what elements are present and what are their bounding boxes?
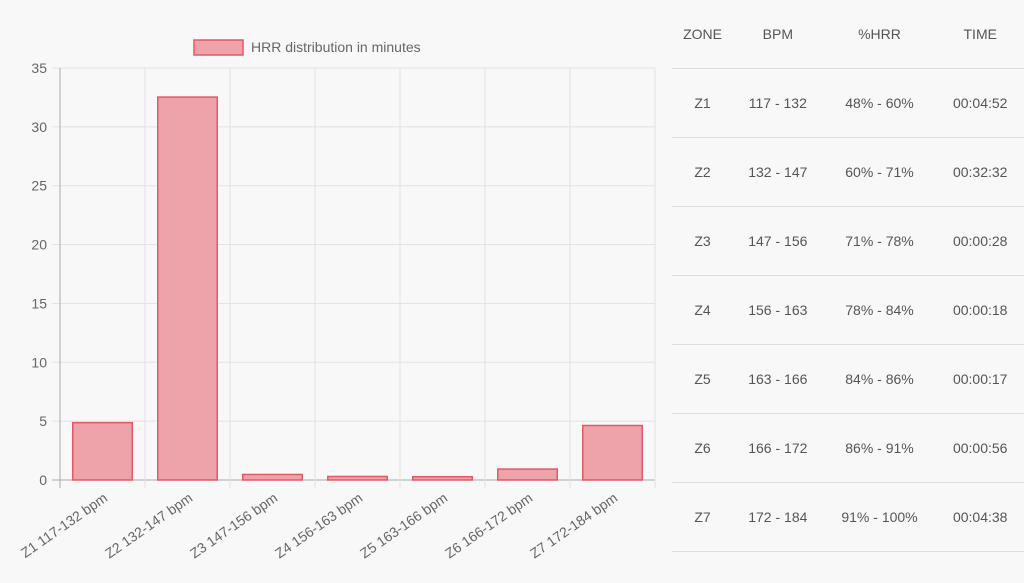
bar[interactable] [327,475,388,481]
y-tick-label: 15 [31,295,47,311]
chart-legend[interactable]: HRR distribution in minutes [193,39,421,56]
bar[interactable] [242,473,303,481]
y-tick-label: 20 [31,237,47,253]
cell-bpm: 132 - 147 [733,137,823,207]
bars [72,96,643,481]
cell-zone: Z2 [672,137,734,207]
x-tick-label: Z1 117-132 bpm [18,489,110,560]
cell-hrr: 84% - 86% [822,344,937,414]
legend-swatch [193,39,244,56]
cell-hrr: 60% - 71% [822,137,937,207]
bar[interactable] [497,468,558,481]
y-tick-label: 25 [31,178,47,194]
cell-bpm: 147 - 156 [733,206,823,276]
table-row: Z7 172 - 184 91% - 100% 00:04:38 [672,482,1024,552]
cell-hrr: 86% - 91% [822,413,937,483]
y-tick-label: 5 [39,413,47,429]
cell-hrr: 48% - 60% [822,68,937,138]
cell-bpm: 166 - 172 [733,413,823,483]
cell-bpm: 163 - 166 [733,344,823,414]
chart-grid [52,67,656,488]
cell-zone: Z7 [672,482,734,552]
cell-zone: Z6 [672,413,734,483]
y-tick-label: 0 [39,472,47,488]
x-tick-label: Z6 166-172 bpm [442,489,535,561]
x-tick-label: Z5 163-166 bpm [357,489,450,561]
x-tick-label: Z7 172-184 bpm [527,489,620,561]
cell-time: 00:32:32 [936,137,1024,207]
cell-hrr: 78% - 84% [822,275,937,345]
cell-bpm: 172 - 184 [733,482,823,552]
cell-zone: Z5 [672,344,734,414]
cell-time: 00:00:56 [936,413,1024,483]
x-tick-label: Z3 147-156 bpm [187,489,280,561]
header-bpm: BPM [733,0,823,69]
table-row: Z5 163 - 166 84% - 86% 00:00:17 [672,344,1024,414]
cell-time: 00:00:28 [936,206,1024,276]
cell-bpm: 156 - 163 [733,275,823,345]
cell-time: 00:04:38 [936,482,1024,552]
y-axis: 0 5 10 15 20 25 30 35 [31,60,47,488]
cell-hrr: 71% - 78% [822,206,937,276]
cell-time: 00:00:17 [936,344,1024,414]
bar[interactable] [412,475,473,481]
table-header-row: ZONE BPM %HRR TIME [672,0,1024,69]
table-row: Z2 132 - 147 60% - 71% 00:32:32 [672,137,1024,207]
header-zone: ZONE [672,0,734,69]
y-tick-label: 10 [31,354,47,370]
table-row: Z3 147 - 156 71% - 78% 00:00:28 [672,206,1024,276]
table-row: Z6 166 - 172 86% - 91% 00:00:56 [672,413,1024,483]
bar[interactable] [582,424,643,481]
hrr-bar-chart: HRR distribution in minutes 0 5 10 15 20 25 30… [18,39,656,561]
header-hrr: %HRR [822,0,937,69]
bar[interactable] [157,96,218,481]
zone-table: ZONE BPM %HRR TIME Z1 117 - 132 48% - 60% 0… [672,0,1024,552]
y-tick-label: 30 [31,119,47,135]
cell-time: 00:04:52 [936,68,1024,138]
cell-zone: Z1 [672,68,734,138]
cell-zone: Z4 [672,275,734,345]
bar[interactable] [72,421,133,481]
x-tick-label: Z4 156-163 bpm [272,489,365,561]
cell-time: 00:00:18 [936,275,1024,345]
y-tick-label: 35 [31,60,47,76]
header-time: TIME [936,0,1024,69]
cell-bpm: 117 - 132 [733,68,823,138]
cell-hrr: 91% - 100% [822,482,937,552]
x-tick-label: Z2 132-147 bpm [102,489,195,561]
table-row: Z4 156 - 163 78% - 84% 00:00:18 [672,275,1024,345]
legend-label: HRR distribution in minutes [251,39,421,55]
cell-zone: Z3 [672,206,734,276]
table-row: Z1 117 - 132 48% - 60% 00:04:52 [672,68,1024,138]
